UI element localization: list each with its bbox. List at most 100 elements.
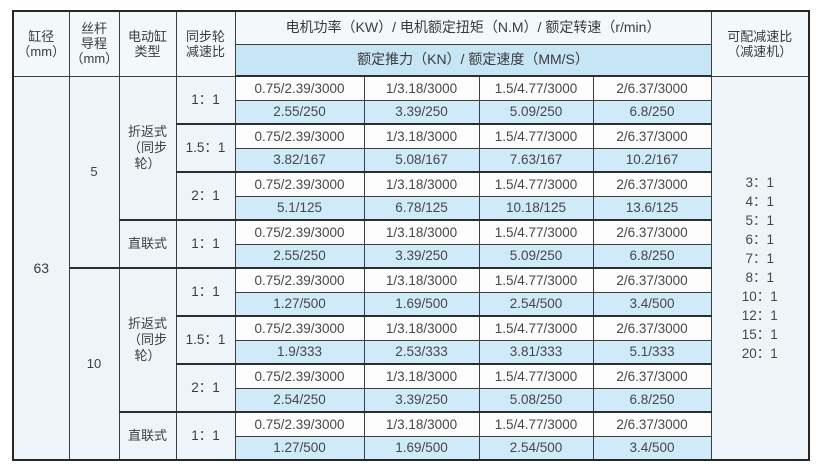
power-cell: 1/3.18/3000 — [363, 267, 480, 293]
power-cell: 1.5/4.77/3000 — [478, 219, 594, 245]
header-row-2: 额定推力（KN）/ 额定速度（MM/S） — [13, 43, 809, 77]
thrust-cell: 6.8/250 — [592, 243, 712, 269]
power-cell: 0.75/2.39/3000 — [234, 315, 365, 341]
thrust-cell: 3.4/500 — [592, 435, 712, 461]
ratio-cell-1-1: 1：1 — [175, 75, 236, 125]
spec-row: 1.9/333 2.53/333 3.81/333 5.1/333 — [13, 339, 809, 365]
ratio-cell-2-1: 2：1 — [175, 363, 236, 413]
ratio-cell-2-1: 2：1 — [175, 171, 236, 221]
power-cell: 0.75/2.39/3000 — [234, 123, 365, 149]
thrust-cell: 2.55/250 — [234, 243, 365, 269]
spec-row: 直联式 1：1 0.75/2.39/3000 1/3.18/3000 1.5/4… — [13, 219, 809, 269]
power-cell: 1/3.18/3000 — [363, 411, 480, 437]
spec-row: 直联式 1：1 0.75/2.39/3000 1/3.18/3000 1.5/4… — [13, 411, 809, 461]
thrust-cell: 5.08/167 — [363, 147, 480, 173]
power-cell: 2/6.37/3000 — [592, 123, 712, 149]
power-cell: 1.5/4.77/3000 — [478, 171, 594, 197]
header-ratio: 同步轮 减速比 — [175, 10, 236, 77]
power-cell: 2/6.37/3000 — [592, 219, 712, 245]
spec-row: 3.82/167 5.08/167 7.63/167 10.2/167 — [13, 147, 809, 173]
thrust-cell: 3.4/500 — [592, 291, 712, 317]
thrust-cell: 6.78/125 — [363, 195, 480, 221]
thrust-cell: 3.39/250 — [363, 99, 480, 125]
ratio-cell-1-1: 1：1 — [175, 267, 236, 317]
thrust-cell: 2.54/500 — [478, 291, 594, 317]
spec-row: 1.27/500 1.69/500 2.54/500 3.4/500 — [13, 435, 809, 461]
spec-table: 缸径 （mm） 丝杆 导程 （mm） 电动缸 类型 同步轮 减速比 电机功率（K… — [12, 10, 811, 461]
reducer-ratio-cell: 3：1 4：1 5：1 6：1 7：1 8：1 10：1 12：1 15：1 2… — [710, 75, 810, 461]
power-cell: 0.75/2.39/3000 — [234, 219, 365, 245]
spec-row: 2.54/250 3.39/250 5.08/250 6.8/250 — [13, 387, 809, 413]
thrust-cell: 1.27/500 — [234, 291, 365, 317]
thrust-cell: 1.69/500 — [363, 435, 480, 461]
thrust-cell: 3.81/333 — [478, 339, 594, 365]
thrust-cell: 5.09/250 — [478, 243, 594, 269]
thrust-cell: 2.55/250 — [234, 99, 365, 125]
power-cell: 0.75/2.39/3000 — [234, 75, 365, 101]
thrust-cell: 1.27/500 — [234, 435, 365, 461]
lead-cell-5: 5 — [68, 75, 120, 269]
power-cell: 1/3.18/3000 — [363, 363, 480, 389]
header-reducer: 可配减速比 （减速机） — [710, 10, 810, 77]
spec-row: 10 折返式 （同步 轮） 1：1 0.75/2.39/3000 1/3.18/… — [13, 267, 809, 461]
thrust-cell: 3.39/250 — [363, 387, 480, 413]
thrust-cell: 3.39/250 — [363, 243, 480, 269]
power-cell: 2/6.37/3000 — [592, 267, 712, 293]
thrust-cell: 1.69/500 — [363, 291, 480, 317]
thrust-cell: 5.08/250 — [478, 387, 594, 413]
thrust-cell: 2.53/333 — [363, 339, 480, 365]
thrust-cell: 5.09/250 — [478, 99, 594, 125]
thrust-cell: 1.9/333 — [234, 339, 365, 365]
power-cell: 1.5/4.77/3000 — [478, 363, 594, 389]
power-cell: 2/6.37/3000 — [592, 171, 712, 197]
thrust-cell: 6.8/250 — [592, 387, 712, 413]
spec-row: 1.5：1 0.75/2.39/3000 1/3.18/3000 1.5/4.7… — [13, 315, 809, 365]
spec-row: 63 5 折返式 （同步 轮） 1：1 0.75/2.39/3000 1/3.1… — [12, 75, 810, 461]
spec-row: 1.5：1 0.75/2.39/3000 1/3.18/3000 1.5/4.7… — [13, 123, 809, 173]
thrust-cell: 10.2/167 — [592, 147, 712, 173]
type-cell-folded-1: 折返式 （同步 轮） — [118, 75, 177, 221]
thrust-cell: 3.82/167 — [234, 147, 365, 173]
power-cell: 1/3.18/3000 — [363, 219, 480, 245]
power-cell: 2/6.37/3000 — [592, 363, 712, 389]
power-cell: 2/6.37/3000 — [592, 75, 712, 101]
power-cell: 2/6.37/3000 — [592, 315, 712, 341]
power-cell: 1.5/4.77/3000 — [478, 411, 594, 437]
header-row-1: 缸径 （mm） 丝杆 导程 （mm） 电动缸 类型 同步轮 减速比 电机功率（K… — [12, 10, 810, 77]
spec-row: 1.27/500 1.69/500 2.54/500 3.4/500 — [13, 291, 809, 317]
power-cell: 1/3.18/3000 — [363, 123, 480, 149]
lead-cell-10: 10 — [68, 267, 120, 461]
spec-row: 5.1/125 6.78/125 10.18/125 13.6/125 — [13, 195, 809, 221]
power-cell: 0.75/2.39/3000 — [234, 267, 365, 293]
header-bore: 缸径 （mm） — [12, 10, 70, 77]
thrust-cell: 5.1/333 — [592, 339, 712, 365]
spec-row: 2：1 0.75/2.39/3000 1/3.18/3000 1.5/4.77/… — [13, 171, 809, 221]
power-cell: 0.75/2.39/3000 — [234, 411, 365, 437]
bore-cell: 63 — [12, 75, 70, 461]
type-cell-direct-1: 直联式 — [118, 219, 177, 269]
power-cell: 1.5/4.77/3000 — [478, 267, 594, 293]
header-type: 电动缸 类型 — [118, 10, 177, 77]
power-cell: 1/3.18/3000 — [363, 171, 480, 197]
power-cell: 1.5/4.77/3000 — [478, 315, 594, 341]
spec-row: 2.55/250 3.39/250 5.09/250 6.8/250 — [13, 243, 809, 269]
power-cell: 1/3.18/3000 — [363, 75, 480, 101]
thrust-cell: 2.54/500 — [478, 435, 594, 461]
thrust-cell: 6.8/250 — [592, 99, 712, 125]
power-cell: 1.5/4.77/3000 — [478, 75, 594, 101]
power-cell: 1/3.18/3000 — [363, 315, 480, 341]
ratio-cell-1-5-1: 1.5：1 — [175, 315, 236, 365]
header-thrust-speed: 额定推力（KN）/ 额定速度（MM/S） — [234, 43, 712, 77]
header-motor-spec: 电机功率（KW）/ 电机额定扭矩（N.M）/ 额定转速（r/min） — [234, 10, 712, 45]
type-cell-folded-2: 折返式 （同步 轮） — [118, 267, 177, 413]
type-cell-direct-2: 直联式 — [118, 411, 177, 461]
ratio-cell-1-5-1: 1.5：1 — [175, 123, 236, 173]
power-cell: 0.75/2.39/3000 — [234, 363, 365, 389]
thrust-cell: 2.54/250 — [234, 387, 365, 413]
thrust-cell: 7.63/167 — [478, 147, 594, 173]
thrust-cell: 13.6/125 — [592, 195, 712, 221]
ratio-cell-1-1: 1：1 — [175, 219, 236, 269]
thrust-cell: 5.1/125 — [234, 195, 365, 221]
power-cell: 1.5/4.77/3000 — [478, 123, 594, 149]
header-lead: 丝杆 导程 （mm） — [68, 10, 120, 77]
